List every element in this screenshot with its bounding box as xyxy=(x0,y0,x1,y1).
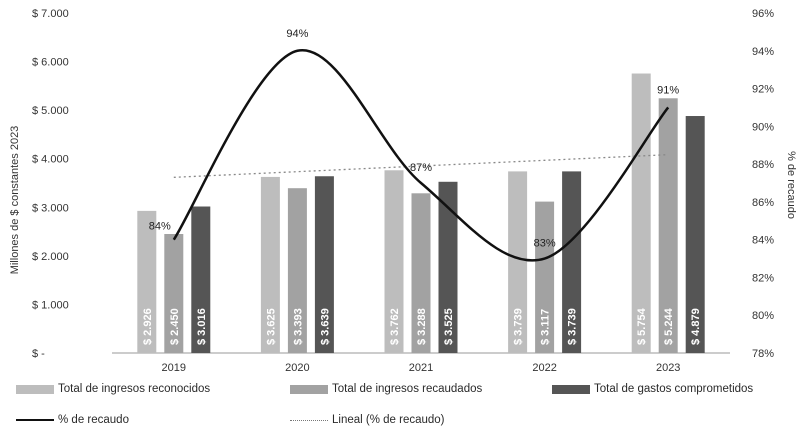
bar xyxy=(508,171,528,353)
bar xyxy=(658,98,678,353)
bar xyxy=(411,193,431,353)
bar-label: $ 3.762 xyxy=(389,308,401,345)
x-tick: 2022 xyxy=(532,362,556,374)
y-tick-left: $ 3.000 xyxy=(32,202,69,214)
bar xyxy=(562,171,582,353)
bar xyxy=(438,181,458,353)
bars xyxy=(137,73,705,354)
legend-item-recaudo: % de recaudo xyxy=(16,414,129,426)
y-tick-right: 80% xyxy=(752,310,774,322)
legend-item-lineal: Lineal (% de recaudo) xyxy=(290,414,445,426)
bar-label: $ 3.739 xyxy=(567,308,579,345)
line-point-label: 94% xyxy=(286,28,308,40)
bar xyxy=(384,170,404,353)
x-axis: 2019 2020 2021 2022 2023 xyxy=(162,362,681,374)
y-tick-left: $ 1.000 xyxy=(32,299,69,311)
y-axis-left: $ - $ 1.000 $ 2.000 $ 3.000 $ 4.000 $ 5.000 $ … xyxy=(32,8,69,360)
y-tick-left: $ 6.000 xyxy=(32,57,69,69)
legend-label: Total de gastos comprometidos xyxy=(594,383,754,395)
y-tick-right: 84% xyxy=(752,235,774,247)
bar-labels: $ 2.926 $ 3.625 $ 3.762 $ 3.739 $ 5.754 $ 2.4… xyxy=(142,307,702,345)
y-axis-right: 78% 80% 82% 84% 86% 88% 90% 92% 94% 96% xyxy=(752,8,774,360)
x-tick: 2023 xyxy=(656,362,680,374)
x-tick: 2021 xyxy=(409,362,433,374)
bar-label: $ 3.117 xyxy=(540,309,552,345)
y-tick-left: $ 7.000 xyxy=(32,8,69,20)
bar xyxy=(535,201,555,353)
line-point-labels: 84% 94% 87% 83% 91% xyxy=(149,28,680,250)
legend-item-ingresos-recaudados: Total de ingresos recaudados xyxy=(290,383,482,395)
bar-label: $ 5.754 xyxy=(636,307,648,345)
legend-label: % de recaudo xyxy=(58,414,129,426)
legend-item-ingresos-reconocidos: Total de ingresos reconocidos xyxy=(16,383,210,395)
y-tick-right: 90% xyxy=(752,121,774,133)
bar-label: $ 4.879 xyxy=(690,308,702,345)
y-axis-left-title: Millones de $ constantes 2023 xyxy=(9,126,21,275)
bar-label: $ 3.739 xyxy=(513,308,525,345)
recaudo-line-path xyxy=(172,49,670,262)
bar xyxy=(287,188,307,353)
legend-swatch xyxy=(16,384,54,394)
legend-swatch xyxy=(290,419,328,421)
bar xyxy=(685,116,705,354)
y-tick-left: $ 5.000 xyxy=(32,105,69,117)
bar xyxy=(164,234,184,353)
bar xyxy=(191,206,211,353)
y-tick-right: 96% xyxy=(752,8,774,20)
line-point-label: 87% xyxy=(410,162,432,174)
line-point-label: 84% xyxy=(149,221,171,233)
legend-label: Total de ingresos reconocidos xyxy=(58,383,211,395)
y-tick-left: $ - xyxy=(32,348,45,360)
bar-label: $ 3.625 xyxy=(265,308,277,345)
bar-label: $ 3.525 xyxy=(443,308,455,345)
x-tick: 2020 xyxy=(285,362,309,374)
bar xyxy=(631,73,651,354)
y-axis-right-title: % de recaudo xyxy=(785,151,797,219)
bar-label: $ 5.244 xyxy=(663,307,675,345)
y-tick-right: 94% xyxy=(752,46,774,58)
y-tick-right: 78% xyxy=(752,348,774,360)
bar-label: $ 3.639 xyxy=(319,308,331,345)
y-tick-right: 92% xyxy=(752,84,774,96)
bar-label: $ 3.016 xyxy=(196,308,208,345)
legend-swatch xyxy=(290,384,328,394)
legend-item-gastos-comprometidos: Total de gastos comprometidos xyxy=(552,383,753,395)
legend-label: Lineal (% de recaudo) xyxy=(332,414,445,426)
y-tick-right: 88% xyxy=(752,159,774,171)
bar-label: $ 3.393 xyxy=(292,308,304,345)
y-tick-right: 82% xyxy=(752,272,774,284)
recaudo-line xyxy=(172,49,670,262)
y-tick-left: $ 4.000 xyxy=(32,154,69,166)
bar xyxy=(314,176,334,353)
bar-label: $ 3.288 xyxy=(416,308,428,345)
bar-label: $ 2.926 xyxy=(142,308,154,345)
legend-label: Total de ingresos recaudados xyxy=(332,383,483,395)
legend-swatch xyxy=(552,384,590,394)
y-tick-left: $ 2.000 xyxy=(32,251,69,263)
bar xyxy=(260,176,280,353)
line-point-label: 91% xyxy=(657,84,679,96)
bar xyxy=(137,210,157,353)
x-tick: 2019 xyxy=(162,362,186,374)
legend-swatch xyxy=(16,419,54,421)
y-tick-right: 86% xyxy=(752,197,774,209)
bar-label: $ 2.450 xyxy=(169,308,181,345)
line-point-label: 83% xyxy=(534,238,556,250)
